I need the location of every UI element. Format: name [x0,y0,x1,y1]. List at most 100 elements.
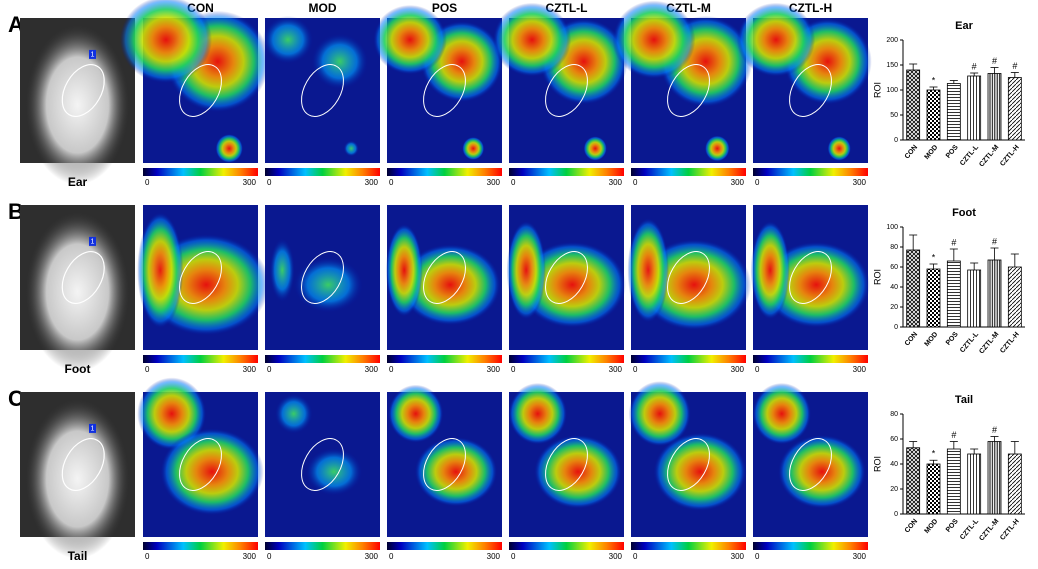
row-label: Foot [65,362,91,376]
heatmap-blob [508,382,568,445]
bar [1007,453,1022,515]
x-tick-label: CZTL-H [999,518,1021,542]
colorbar-tick-label: 300 [731,178,745,187]
roi-ellipse [545,64,588,117]
heatmap-blob [215,134,244,163]
colorbar-tick-label: 0 [267,552,272,561]
roi-ellipse [423,64,466,117]
bar [946,260,961,328]
x-tick-label: CZTL-M [978,144,1000,169]
bar [1007,77,1022,141]
roi-ellipse [789,438,832,491]
colorbar-tick-label: 300 [243,552,257,561]
heatmap-blob [583,136,607,161]
heatmap-blob [534,434,622,509]
y-tick-label: 60 [890,436,898,443]
chart-title: Foot [952,207,976,219]
x-tick-label: MOD [924,331,940,348]
significance-marker: # [992,425,997,435]
colorbar [509,542,624,550]
bar [1007,266,1022,328]
roi-ellipse [667,64,710,117]
x-tick-label: CZTL-M [978,331,1000,356]
roi-badge [89,236,96,246]
bar [987,73,1002,141]
significance-marker: # [992,56,997,66]
roi-badge-label: 1 [91,239,95,246]
heatmap-blob [612,0,696,79]
bar [987,441,1002,515]
roi-ellipse [301,251,344,304]
heatmap-blob [750,220,790,320]
chart-title: Tail [955,394,973,406]
x-tick-label: CZTL-H [999,331,1021,355]
y-tick-label: 100 [886,87,898,94]
colorbar-tick-label: 300 [365,178,379,187]
heatmap-blob [653,432,747,511]
significance-marker: * [932,252,936,262]
colorbar-tick-label: 0 [755,552,760,561]
roi-ellipse [61,251,105,304]
column-header: POS [432,1,457,15]
colorbar-tick-label: 300 [853,552,867,561]
significance-marker: * [932,449,936,459]
colorbar [631,168,746,176]
y-tick-label: 20 [890,304,898,311]
heatmap-blob [704,135,730,162]
colorbar [143,168,258,176]
significance-marker: # [1012,61,1017,71]
colorbar-tick-label: 300 [487,552,501,561]
colorbar-tick-label: 300 [365,365,379,374]
colorbar-tick-label: 300 [609,552,623,561]
y-tick-label: 20 [890,486,898,493]
y-tick-label: 80 [890,244,898,251]
colorbar-tick-label: 300 [609,365,623,374]
bar [967,269,982,328]
roi-ellipse [667,438,710,491]
y-tick-label: 50 [890,112,898,119]
colorbar [265,542,380,550]
y-tick-label: 40 [890,284,898,291]
y-tick-label: 80 [890,411,898,418]
photo-subject [25,25,130,185]
colorbar-tick-label: 0 [511,365,516,374]
heatmap-blob [736,2,816,77]
bar [906,447,921,515]
colorbar [265,168,380,176]
x-tick-label: MOD [924,144,940,161]
heatmap-blob [137,377,207,450]
heatmap-blob [388,384,444,443]
panel-label: B [8,199,24,224]
heatmap-blob [293,256,364,313]
y-tick-label: 200 [886,37,898,44]
roi-ellipse [61,64,105,117]
heatmap-blob [373,4,447,75]
significance-marker: # [972,61,977,71]
colorbar-tick-label: 0 [511,552,516,561]
x-tick-label: CON [904,518,919,534]
heatmap-blob [506,220,546,320]
colorbar-tick-label: 300 [243,178,257,187]
heatmap-blob [627,218,669,323]
y-axis-label: ROI [872,269,882,285]
y-tick-label: 100 [886,224,898,231]
roi-badge [89,49,96,59]
roi-ellipse [301,64,344,117]
y-tick-label: 0 [894,137,898,144]
colorbar-tick-label: 300 [487,365,501,374]
colorbar [387,355,502,363]
colorbar [753,168,868,176]
x-tick-label: MOD [924,518,940,535]
x-tick-label: POS [945,144,960,160]
colorbar-tick-label: 0 [389,365,394,374]
colorbar-tick-label: 0 [267,178,272,187]
heatmap-blob [399,244,501,326]
roi-ellipse [179,251,222,304]
colorbar-tick-label: 0 [755,178,760,187]
bar [906,249,921,328]
heatmap-blob [305,447,363,496]
colorbar-tick-label: 300 [365,552,379,561]
colorbar-tick-label: 0 [145,365,150,374]
heatmap-blob [462,136,485,161]
